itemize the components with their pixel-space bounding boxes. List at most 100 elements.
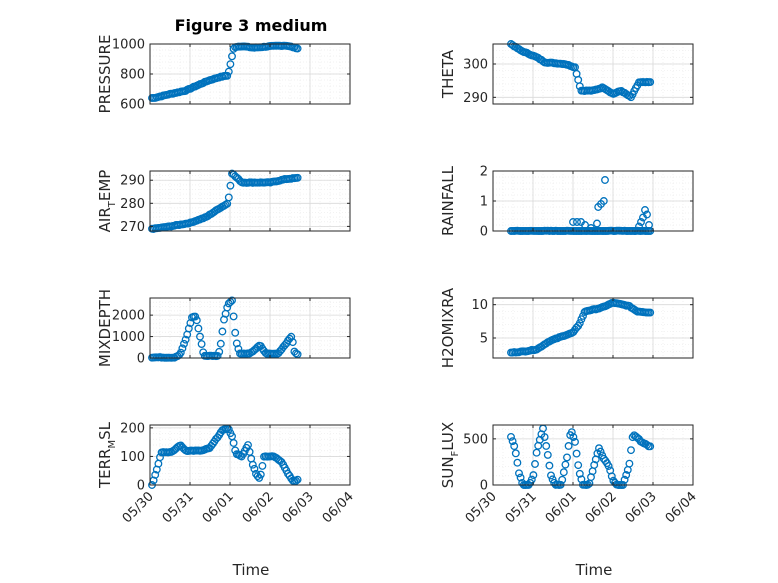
data-point (513, 458, 522, 467)
data-point (569, 433, 578, 442)
data-point (248, 460, 257, 469)
data-point (507, 432, 515, 441)
data-point (637, 218, 645, 226)
x-tick-label: 05/30 (463, 489, 500, 526)
y-tick-label: 290 (120, 174, 145, 189)
data-point (178, 344, 187, 353)
y-tick-label: 0 (137, 352, 145, 367)
y-tick-label: 290 (463, 91, 488, 106)
y-tick-label: 1000 (112, 330, 145, 345)
y-tick-label: 0 (137, 479, 145, 494)
data-point (215, 347, 224, 356)
y-axis-label: MIXDEPTH (96, 289, 114, 367)
data-point (593, 219, 601, 228)
subplot-terr: 0 100 200 05/30 05/31 06/01 06/02 06/03 06/04 TER… (96, 421, 357, 526)
data-point (250, 464, 259, 473)
data-point (596, 447, 605, 456)
data-point (516, 473, 525, 482)
data-point (515, 469, 523, 478)
data-point (643, 210, 651, 219)
axis-box (149, 297, 351, 359)
data-point (545, 461, 554, 470)
data-point (253, 342, 262, 351)
data-point (181, 335, 190, 344)
data-point (218, 327, 227, 336)
x-tick-label: 06/01 (200, 489, 237, 526)
subplot-sun: 0 500 05/30 05/31 06/01 06/02 06/03 06/04 SUNFLU… (439, 422, 700, 527)
data-point (527, 475, 536, 484)
data-point (540, 433, 549, 441)
data-point (194, 324, 203, 333)
x-tick-label: 05/31 (503, 489, 540, 526)
y-axis-label: SUNFLUX (439, 422, 461, 488)
data-point (232, 339, 241, 348)
y-axis-label: PRESSURE (96, 35, 114, 114)
y-tick-label: 100 (120, 450, 145, 465)
data-point (581, 221, 589, 229)
data-point (646, 308, 655, 317)
data-point (622, 471, 631, 479)
axis-box (149, 424, 351, 486)
data-point (293, 475, 302, 484)
data-point (627, 446, 635, 455)
axis-box (492, 43, 694, 105)
x-tick-label: 06/03 (623, 489, 660, 526)
y-tick-label: 0 (480, 225, 488, 240)
axis-box (492, 424, 694, 486)
data-point (599, 197, 608, 205)
y-tick-label: 2 (480, 165, 488, 180)
data-point (607, 472, 616, 481)
axis-box (492, 297, 694, 359)
data-point (645, 221, 653, 229)
data-point (567, 428, 576, 437)
data-point (558, 475, 567, 484)
data-point (542, 442, 551, 450)
data-point (293, 44, 302, 53)
data-point (635, 222, 643, 231)
data-point (646, 78, 655, 87)
data-point (216, 339, 225, 348)
y-tick-label: 280 (120, 197, 145, 212)
x-tick-label: 06/02 (583, 489, 620, 526)
data-point (228, 296, 236, 305)
x-tick-label: 06/02 (240, 489, 277, 526)
data-point (287, 332, 296, 341)
data-point (186, 319, 195, 327)
y-axis-label: TERRMSL (96, 421, 118, 489)
data-point (569, 218, 577, 226)
y-axis-label: RAINFALL (439, 165, 457, 236)
y-tick-label: 5 (480, 332, 488, 347)
figure-title: Figure 3 medium (175, 16, 328, 35)
data-point (543, 450, 552, 459)
data-point (228, 52, 236, 61)
data-point (590, 461, 599, 469)
x-tick-label: 06/03 (280, 489, 317, 526)
y-axis-label: H2OMIXRA (439, 287, 457, 368)
y-tick-label: 0 (480, 479, 488, 494)
data-point (176, 348, 185, 357)
data-point (151, 470, 160, 479)
subplot-theta: 290 300 THETA (439, 40, 694, 106)
data-point (529, 471, 538, 480)
data-point (563, 453, 571, 462)
data-point (532, 448, 541, 457)
data-point (224, 193, 233, 202)
x-tick-label: 06/01 (543, 489, 580, 526)
data-point (604, 462, 613, 470)
y-tick-label: 200 (120, 421, 145, 436)
y-tick-label: 270 (120, 220, 145, 235)
data-point (571, 437, 579, 446)
data-point (288, 338, 297, 347)
data-point (192, 316, 201, 325)
subplot-rainfall: 0 1 2 RAINFALL (439, 165, 694, 240)
data-point (197, 340, 206, 348)
data-point (510, 442, 519, 451)
data-point (213, 351, 222, 360)
data-point (196, 332, 204, 341)
y-tick-label: 10 (471, 298, 488, 313)
y-tick-label: 300 (463, 58, 488, 73)
x-tick-label: 06/04 (663, 489, 700, 526)
